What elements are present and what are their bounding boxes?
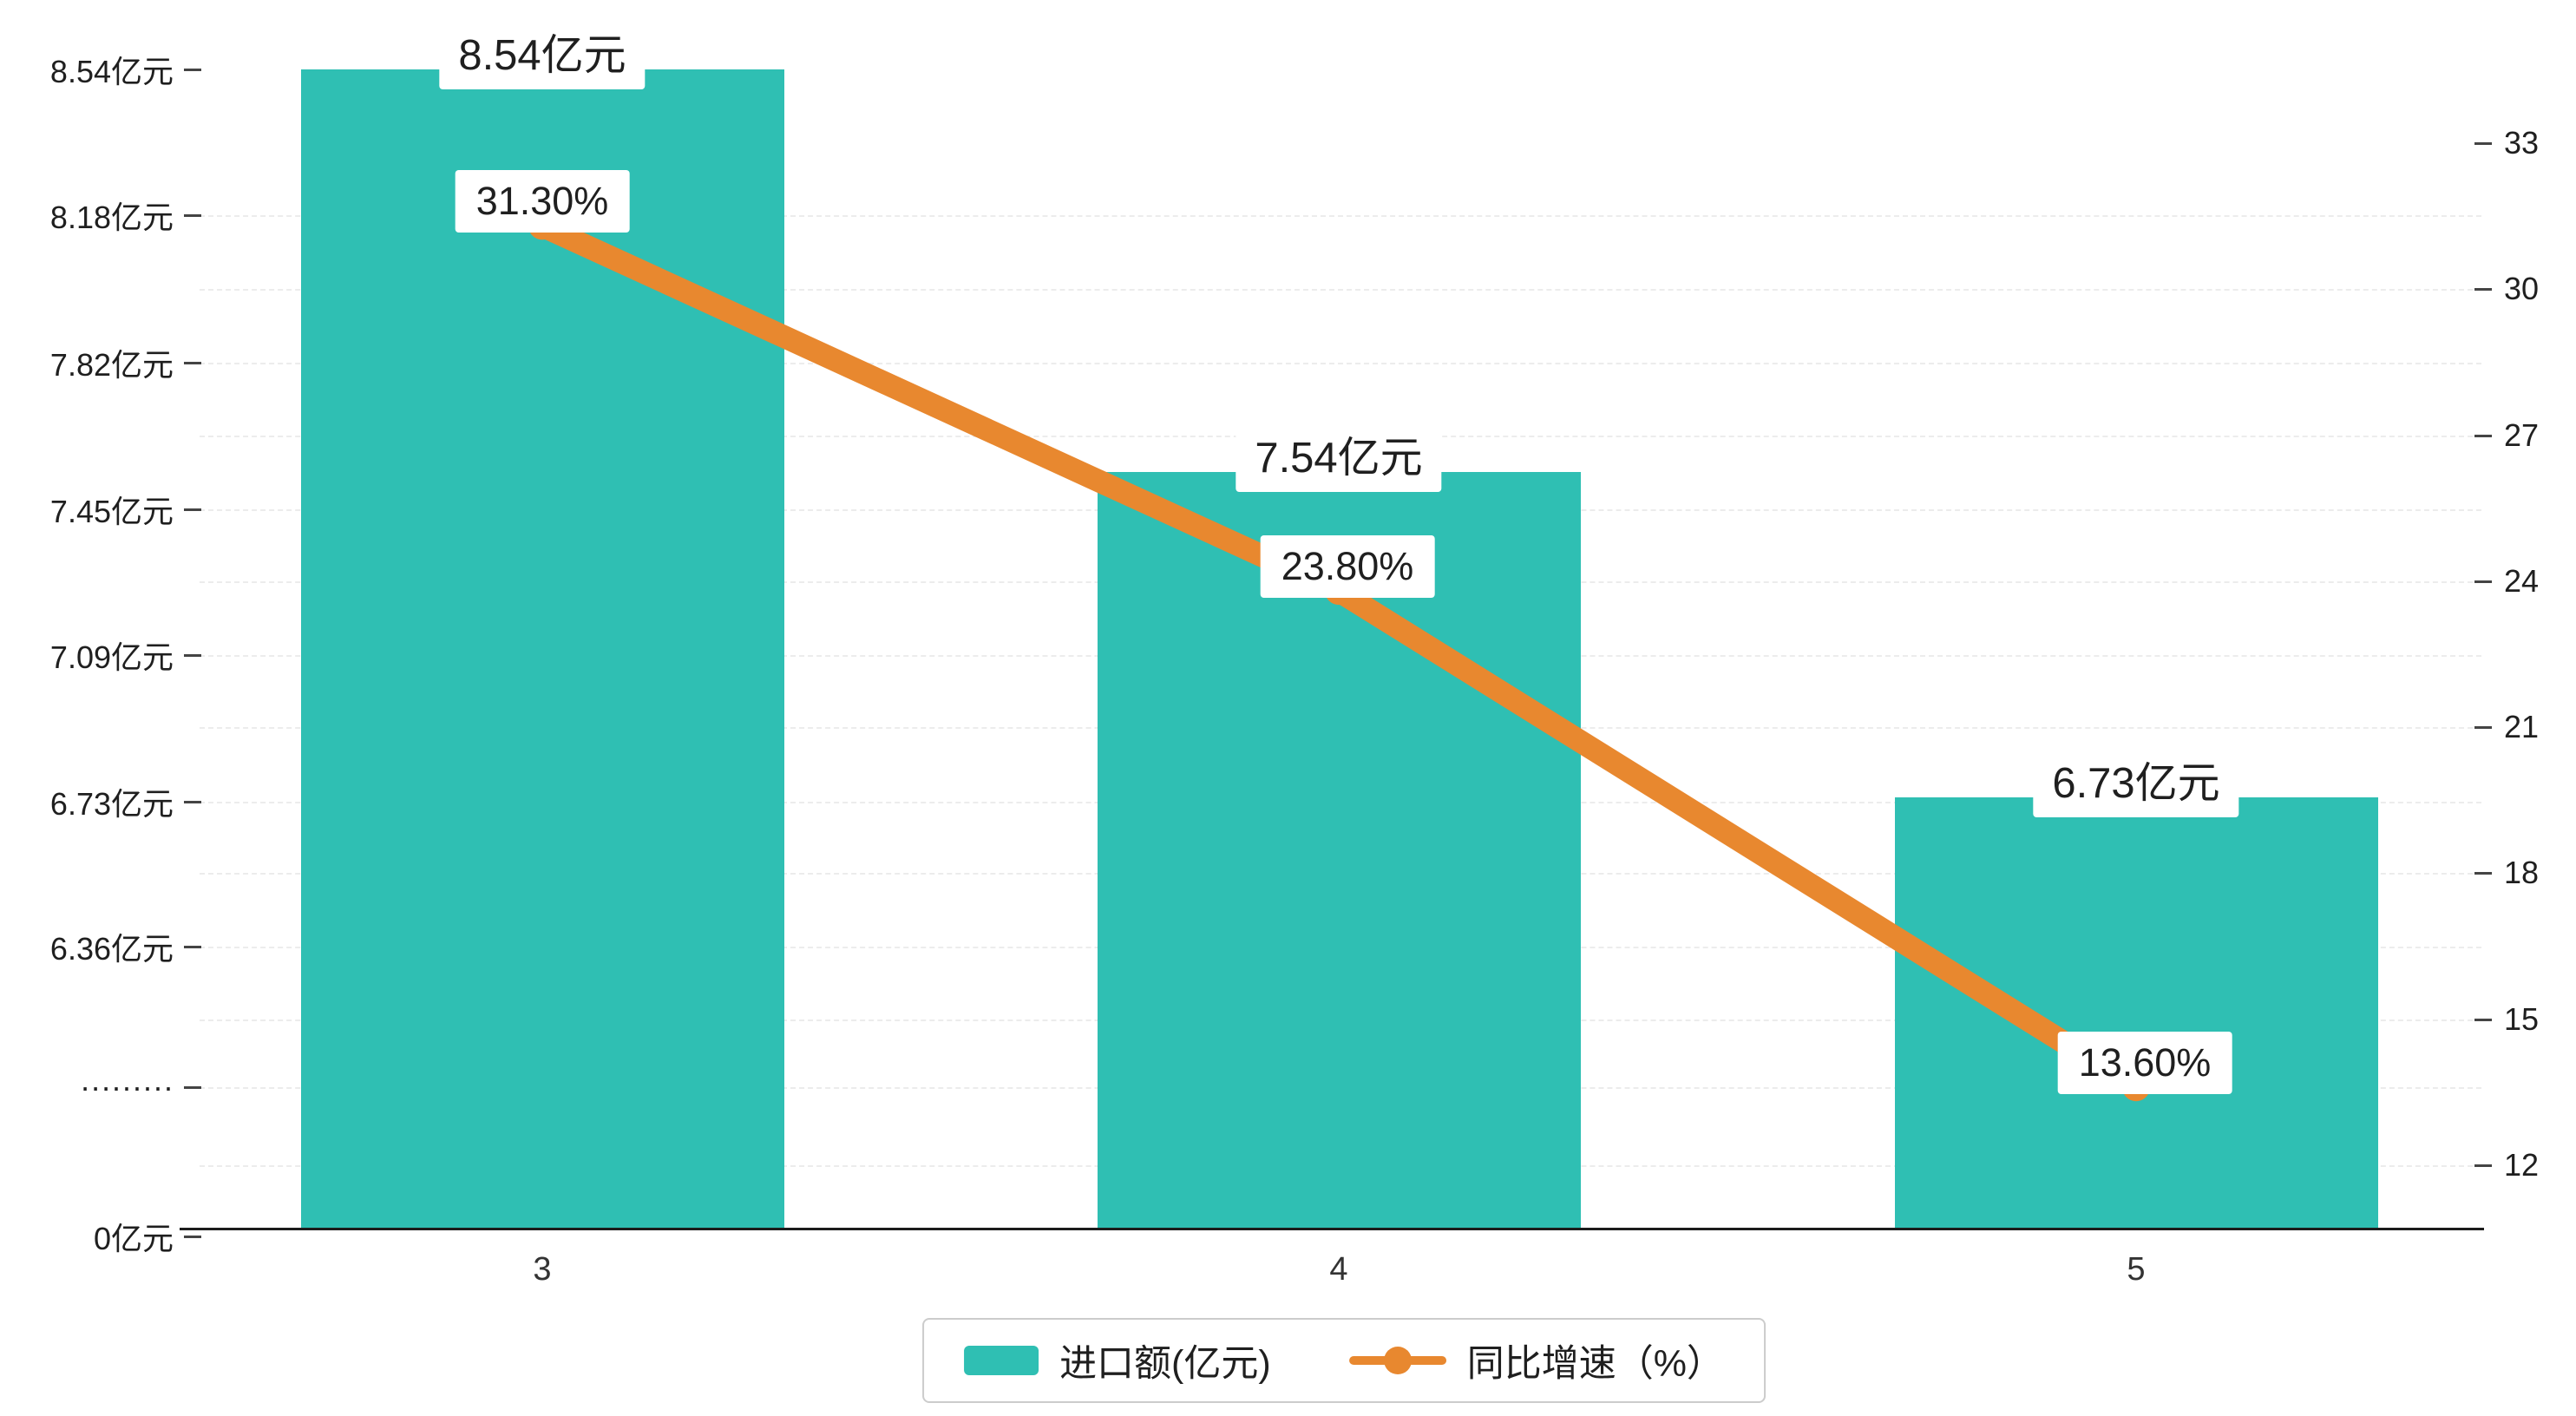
left-axis-tick-label: 7.82亿元	[49, 347, 174, 383]
right-axis-tick-label: 12	[2504, 1147, 2540, 1183]
legend-item-imports[interactable]: 进口额(亿元)	[964, 1334, 1271, 1387]
growth-value-label: 23.80%	[1260, 535, 1435, 599]
legend: 进口额(亿元) 同比增速（%）	[922, 1318, 1766, 1403]
right-axis-tick-label: 27	[2504, 416, 2540, 453]
left-axis-tick-label: ·········	[80, 1069, 174, 1105]
left-axis-tick-label: 0亿元	[93, 1221, 174, 1256]
x-axis-category-label: 4	[1329, 1251, 1348, 1288]
right-axis-tick-mark	[2474, 434, 2492, 437]
import-bar[interactable]	[300, 69, 784, 1229]
right-axis-tick-mark	[2474, 1018, 2492, 1021]
growth-value-label: 31.30%	[455, 170, 630, 233]
right-axis-tick-mark	[2474, 1164, 2492, 1167]
right-axis-tick-label: 18	[2504, 855, 2540, 891]
right-axis-tick-mark	[2474, 726, 2492, 730]
left-axis-tick-label: 6.73亿元	[49, 786, 174, 822]
bar-value-label: 7.54亿元	[1236, 416, 1442, 492]
x-axis-line	[180, 1228, 2484, 1230]
right-axis-tick-label: 21	[2504, 709, 2540, 745]
bar-value-label: 6.73亿元	[2033, 742, 2239, 818]
growth-value-label: 13.60%	[2057, 1032, 2232, 1095]
legend-label-imports: 进口额(亿元)	[1059, 1343, 1271, 1385]
right-axis-tick-label: 30	[2504, 271, 2540, 307]
left-axis-tick-mark	[184, 508, 201, 511]
left-axis-tick-mark	[184, 1236, 201, 1238]
right-axis-tick-mark	[2474, 288, 2492, 292]
left-axis-tick-mark	[184, 1086, 201, 1089]
legend-label-growth: 同比增速（%）	[1466, 1343, 1724, 1385]
left-axis-tick-mark	[184, 654, 201, 657]
right-axis-tick-mark	[2474, 142, 2492, 145]
right-axis-tick-label: 15	[2504, 1000, 2540, 1037]
left-axis-tick-mark	[184, 801, 201, 803]
left-axis-tick-label: 7.09亿元	[49, 639, 174, 675]
right-axis-tick-mark	[2474, 580, 2492, 583]
left-axis-tick-mark	[184, 362, 201, 364]
left-axis-tick-mark	[184, 69, 201, 71]
line-swatch-icon	[1348, 1347, 1446, 1374]
import-bar[interactable]	[1894, 797, 2378, 1229]
left-axis-tick-mark	[184, 214, 201, 217]
x-axis-category-label: 3	[533, 1251, 552, 1288]
bar-swatch-icon	[964, 1346, 1039, 1375]
right-axis-tick-label: 33	[2504, 125, 2540, 161]
right-axis-tick-label: 24	[2504, 562, 2540, 599]
right-axis-tick-mark	[2474, 872, 2492, 875]
left-axis-tick-label: 7.45亿元	[49, 494, 174, 529]
left-axis-tick-label: 8.54亿元	[49, 54, 174, 89]
legend-item-growth[interactable]: 同比增速（%）	[1348, 1334, 1724, 1387]
bar-value-label: 8.54亿元	[439, 14, 646, 89]
line-swatch-dot-icon	[1383, 1347, 1412, 1374]
left-axis-tick-mark	[184, 946, 201, 948]
left-axis-tick-label: 8.18亿元	[49, 200, 174, 235]
left-axis-tick-label: 6.36亿元	[49, 931, 174, 967]
x-axis-category-label: 5	[2127, 1251, 2146, 1288]
